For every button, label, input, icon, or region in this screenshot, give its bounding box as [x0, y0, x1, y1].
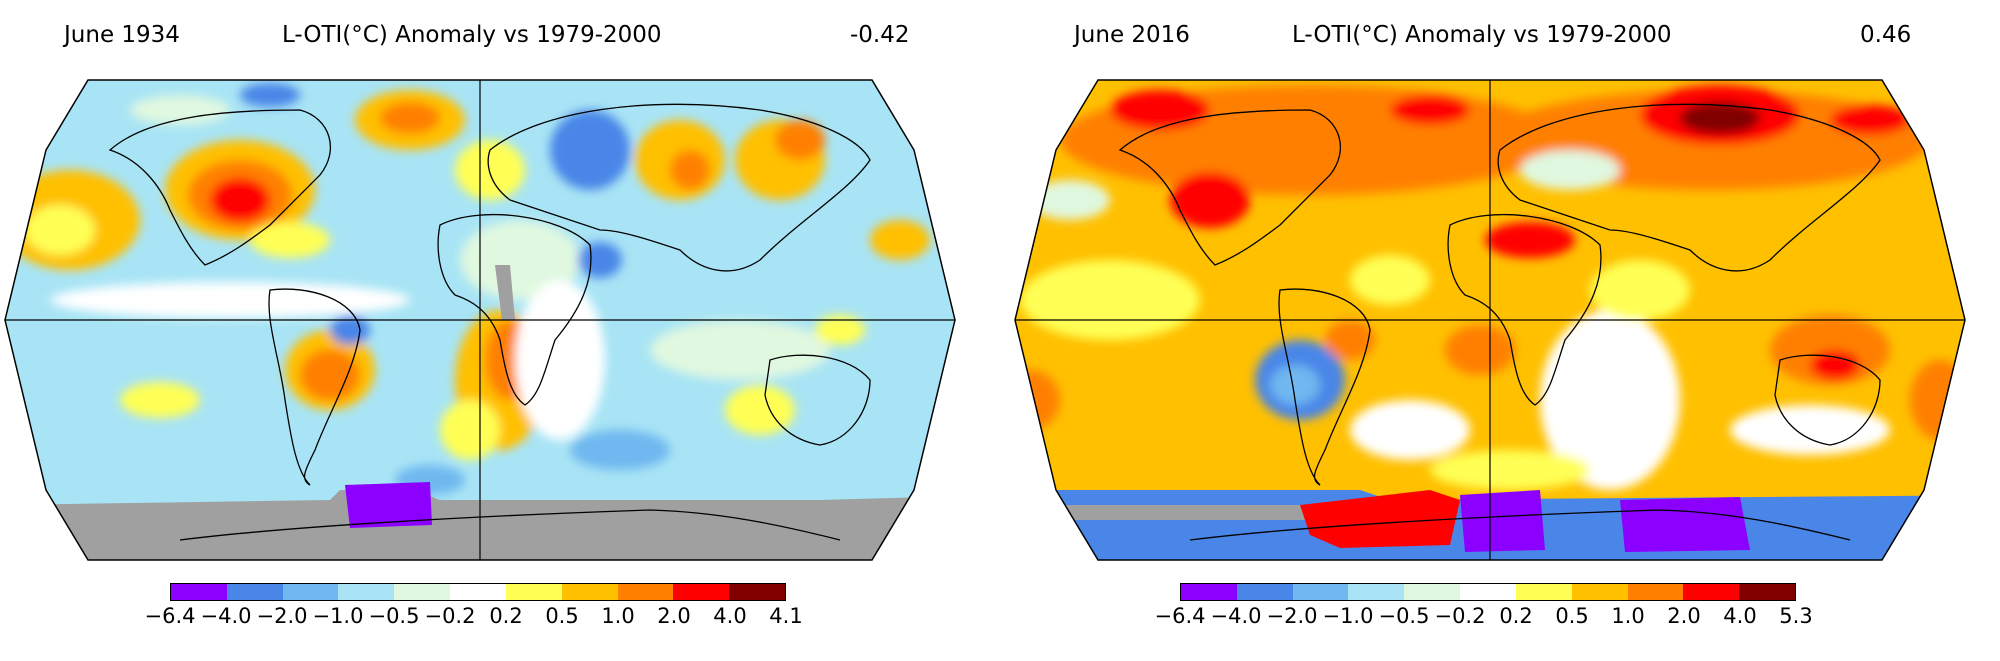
colorbar-segment [1460, 584, 1516, 600]
colorbar-segment [338, 584, 395, 600]
colorbar-segment [394, 584, 451, 600]
colorbar-segment [450, 584, 506, 600]
colorbar-ticks: −6.4 −4.0 −2.0 −1.0 −0.5 −0.2 0.2 0.5 1.… [145, 604, 803, 632]
anomaly-map [4, 79, 956, 561]
colorbar-tick-label: −0.2 [1434, 604, 1486, 628]
global-mean-value: -0.42 [850, 22, 910, 48]
map-panel-2016: June 2016 L-OTI(°C) Anomaly vs 1979-2000… [1010, 0, 2000, 661]
colorbar-tick-label: −4.0 [200, 604, 252, 628]
colorbar-tick-label: −6.4 [1154, 604, 1206, 628]
colorbar-segment [1515, 584, 1572, 600]
colorbar-segment [1739, 584, 1795, 600]
colorbar-segment [1571, 584, 1628, 600]
colorbar-tick-label: 5.3 [1779, 604, 1813, 628]
colorbar-tick-label: −0.5 [368, 604, 420, 628]
colorbar-tick-label: −0.5 [1378, 604, 1430, 628]
colorbar-segment [505, 584, 562, 600]
colorbar-segment [729, 584, 785, 600]
colorbar-segment [617, 584, 674, 600]
colorbar-tick-label: −2.0 [256, 604, 308, 628]
colorbar-tick-label: −0.2 [424, 604, 476, 628]
anomaly-map [1014, 79, 1966, 561]
colorbar-tick-label: −1.0 [312, 604, 364, 628]
map-panel-1934: June 1934 L-OTI(°C) Anomaly vs 1979-2000… [4, 22, 956, 632]
colorbar-segment [1683, 584, 1740, 600]
colorbar-tick-label: −6.4 [144, 604, 196, 628]
colorbar-tick-label: 4.0 [713, 604, 747, 628]
panel-date: June 1934 [64, 22, 180, 48]
colorbar-tick-label: 4.1 [769, 604, 803, 628]
colorbar-segment [561, 584, 618, 600]
colorbar-tick-label: 4.0 [1723, 604, 1757, 628]
colorbar-segment [171, 584, 227, 600]
colorbar-tick-label: 0.2 [489, 604, 523, 628]
colorbar [1180, 583, 1796, 601]
colorbar-tick-label: 1.0 [601, 604, 635, 628]
colorbar-segment [1404, 584, 1461, 600]
colorbar-tick-label: 0.2 [1499, 604, 1533, 628]
colorbar-segment [1627, 584, 1684, 600]
colorbar-ticks: −6.4 −4.0 −2.0 −1.0 −0.5 −0.2 0.2 0.5 1.… [1155, 604, 1813, 632]
colorbar-segment [1181, 584, 1237, 600]
colorbar-segment [1348, 584, 1405, 600]
colorbar-tick-label: 0.5 [545, 604, 579, 628]
colorbar-tick-label: 2.0 [657, 604, 691, 628]
colorbar-tick-label: −2.0 [1266, 604, 1318, 628]
panel-title: L-OTI(°C) Anomaly vs 1979-2000 [282, 22, 662, 48]
panel-title: L-OTI(°C) Anomaly vs 1979-2000 [1292, 22, 1672, 48]
colorbar-segment [1236, 584, 1293, 600]
colorbar-tick-label: −1.0 [1322, 604, 1374, 628]
colorbar-segment [1292, 584, 1349, 600]
colorbar-segment [282, 584, 339, 600]
colorbar-tick-label: −4.0 [1210, 604, 1262, 628]
colorbar-segment [226, 584, 283, 600]
colorbar-tick-label: 2.0 [1667, 604, 1701, 628]
colorbar-segment [673, 584, 730, 600]
colorbar-tick-label: 1.0 [1611, 604, 1645, 628]
colorbar-tick-label: 0.5 [1555, 604, 1589, 628]
global-mean-value: 0.46 [1860, 22, 1912, 48]
panel-date: June 2016 [1074, 22, 1190, 48]
colorbar [170, 583, 786, 601]
